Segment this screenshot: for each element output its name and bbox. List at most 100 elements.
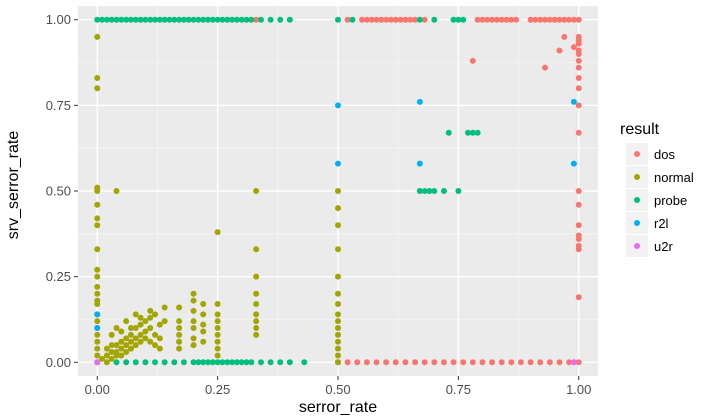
point-dos [474, 16, 481, 23]
point-probe [426, 188, 433, 194]
point-normal [253, 325, 260, 332]
point-dos [479, 16, 486, 23]
point-probe [243, 359, 250, 366]
point-normal [156, 345, 163, 352]
x-axis-title: serror_rate [299, 399, 377, 416]
point-normal [127, 338, 134, 345]
point-dos [450, 359, 457, 366]
point-normal [335, 331, 341, 338]
point-dos [575, 359, 582, 366]
point-dos [412, 16, 419, 23]
point-dos [407, 16, 414, 23]
point-normal [127, 345, 134, 352]
point-dos [397, 16, 404, 23]
point-normal [113, 342, 120, 349]
point-r2l [416, 98, 423, 105]
point-probe [123, 16, 130, 23]
legend-label-normal: normal [654, 170, 694, 185]
point-probe [248, 359, 255, 366]
point-normal [176, 304, 183, 311]
point-dos [508, 16, 515, 23]
point-probe [219, 16, 226, 23]
point-normal [200, 328, 207, 335]
point-normal [113, 352, 120, 359]
point-dos [517, 359, 524, 366]
point-probe [286, 16, 293, 23]
point-dos [546, 16, 553, 23]
point-normal [156, 321, 163, 328]
x-tick-label: 0.25 [205, 382, 230, 397]
point-dos [392, 16, 399, 23]
point-probe [161, 359, 168, 366]
point-probe [123, 359, 130, 366]
point-probe [171, 359, 178, 366]
point-probe [195, 359, 202, 366]
point-normal [118, 338, 125, 345]
point-normal [156, 335, 163, 342]
point-normal [190, 335, 197, 342]
point-normal [132, 311, 139, 318]
point-dos [575, 235, 582, 242]
point-normal [94, 345, 101, 352]
point-normal [335, 273, 341, 280]
point-dos [253, 16, 260, 23]
point-normal [94, 74, 101, 81]
point-probe [171, 16, 178, 23]
point-probe [445, 129, 452, 136]
point-normal [94, 331, 101, 338]
point-normal [335, 311, 341, 318]
point-probe [156, 16, 163, 23]
point-dos [440, 359, 447, 366]
point-normal [94, 266, 101, 273]
point-dos [575, 74, 582, 81]
point-dos [402, 359, 409, 366]
point-r2l [94, 325, 101, 332]
point-normal [200, 321, 207, 328]
point-probe [455, 188, 462, 194]
point-normal [335, 338, 341, 345]
point-normal [335, 318, 341, 325]
point-probe [180, 359, 187, 366]
point-dos [359, 16, 366, 23]
point-dos [498, 359, 505, 366]
legend-title: result [620, 121, 660, 138]
point-probe [421, 188, 428, 194]
point-u2r [94, 359, 101, 366]
point-dos [575, 102, 582, 109]
point-normal [335, 345, 341, 352]
point-normal [147, 314, 154, 321]
point-probe [277, 359, 284, 366]
point-normal [103, 345, 110, 352]
point-probe [108, 16, 115, 23]
point-normal [176, 331, 183, 338]
point-probe [474, 129, 481, 136]
point-normal [152, 311, 159, 318]
point-dos [575, 85, 582, 92]
point-normal [152, 331, 159, 338]
point-normal [103, 352, 110, 359]
point-probe [94, 16, 101, 23]
point-probe [200, 16, 207, 23]
point-normal [190, 290, 197, 297]
point-dos [469, 57, 476, 64]
point-probe [257, 16, 264, 23]
point-normal [94, 338, 101, 345]
point-dos [561, 16, 568, 23]
point-dos [575, 201, 582, 208]
point-normal [123, 349, 130, 356]
point-r2l [335, 102, 341, 109]
point-dos [566, 359, 573, 366]
point-normal [214, 352, 221, 359]
point-normal [253, 290, 260, 297]
point-normal [176, 325, 183, 332]
points-layer [94, 16, 582, 366]
point-normal [176, 338, 183, 345]
point-probe [233, 359, 240, 366]
point-probe [416, 16, 423, 23]
point-normal [176, 318, 183, 325]
point-dos [479, 359, 486, 366]
point-normal [190, 342, 197, 349]
legend: result dos normal probe r2l u2r [620, 121, 694, 257]
point-dos [570, 16, 577, 23]
